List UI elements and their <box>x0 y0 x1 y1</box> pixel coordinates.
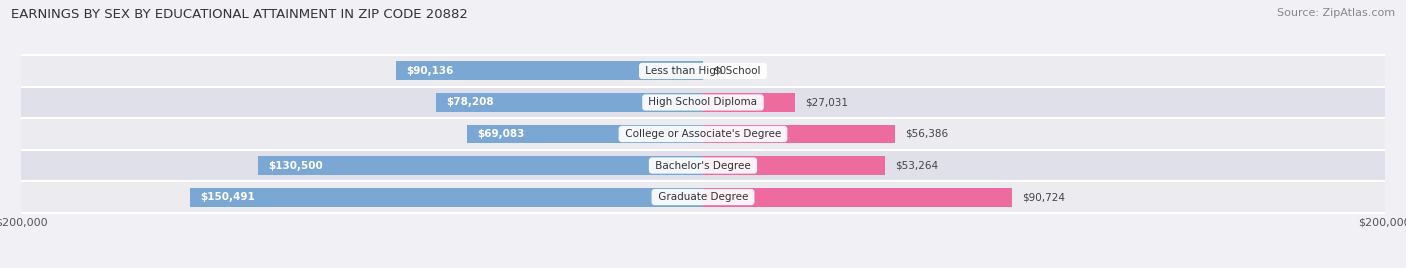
Bar <box>703 125 896 143</box>
Bar <box>703 156 884 175</box>
Text: $56,386: $56,386 <box>905 129 949 139</box>
Text: $90,724: $90,724 <box>1022 192 1066 202</box>
Text: $53,264: $53,264 <box>894 161 938 170</box>
Bar <box>259 156 703 175</box>
Bar <box>703 93 796 112</box>
Text: EARNINGS BY SEX BY EDUCATIONAL ATTAINMENT IN ZIP CODE 20882: EARNINGS BY SEX BY EDUCATIONAL ATTAINMEN… <box>11 8 468 21</box>
Bar <box>21 118 1385 150</box>
Text: $0: $0 <box>713 66 727 76</box>
Text: $78,208: $78,208 <box>447 98 494 107</box>
Text: College or Associate's Degree: College or Associate's Degree <box>621 129 785 139</box>
Text: Less than High School: Less than High School <box>643 66 763 76</box>
Bar <box>467 125 703 143</box>
Text: High School Diploma: High School Diploma <box>645 98 761 107</box>
Bar <box>395 61 703 80</box>
Bar <box>21 55 1385 87</box>
Bar <box>703 188 1012 207</box>
Text: $90,136: $90,136 <box>406 66 453 76</box>
Bar <box>21 87 1385 118</box>
Text: Bachelor's Degree: Bachelor's Degree <box>652 161 754 170</box>
Text: $130,500: $130,500 <box>269 161 323 170</box>
Text: $69,083: $69,083 <box>478 129 524 139</box>
Bar <box>21 181 1385 213</box>
Bar <box>21 150 1385 181</box>
Text: $150,491: $150,491 <box>200 192 254 202</box>
Text: Graduate Degree: Graduate Degree <box>655 192 751 202</box>
Text: Source: ZipAtlas.com: Source: ZipAtlas.com <box>1277 8 1395 18</box>
Text: $27,031: $27,031 <box>806 98 848 107</box>
Bar <box>190 188 703 207</box>
Bar <box>436 93 703 112</box>
